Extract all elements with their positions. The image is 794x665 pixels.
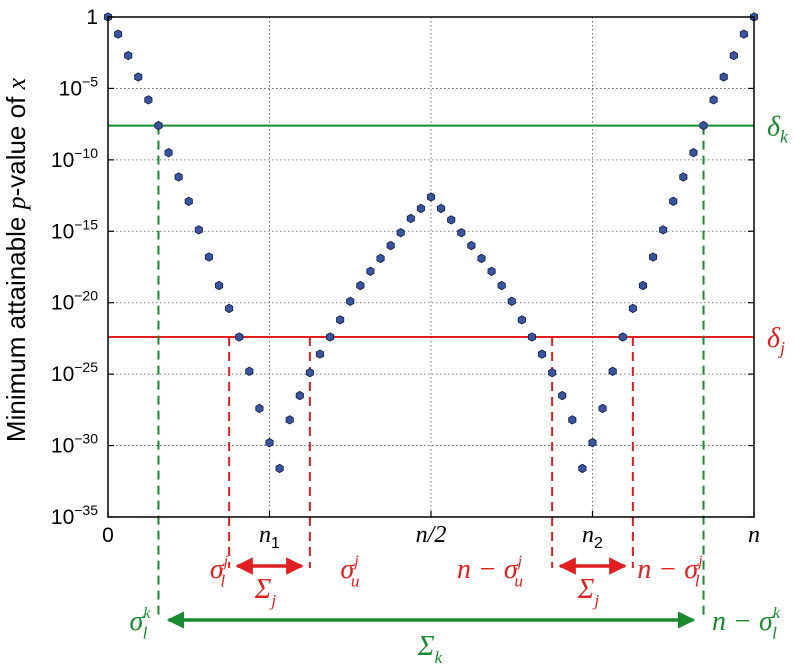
- data-point: [416, 203, 425, 214]
- data-point: [326, 332, 335, 342]
- threshold-lines: [108, 124, 754, 338]
- x-tick-label: 0: [102, 524, 114, 547]
- data-point: [114, 29, 123, 39]
- data-point: [426, 192, 436, 202]
- data-point: [588, 438, 597, 448]
- data-point: [679, 172, 688, 182]
- data-point: [689, 148, 698, 158]
- delta_j-label: δj: [767, 323, 785, 358]
- data-point: [305, 368, 314, 378]
- data-point: [366, 266, 375, 276]
- data-point: [659, 225, 668, 235]
- data-point: [204, 252, 213, 262]
- data-point: [265, 438, 274, 448]
- data-point: [507, 296, 516, 306]
- data-point: [537, 349, 547, 359]
- data-point: [578, 463, 587, 474]
- data-point: [437, 203, 446, 214]
- y-tick-label: 10−20: [51, 288, 98, 315]
- sigma-l-j-label: σj l: [210, 552, 229, 590]
- data-point: [719, 72, 728, 82]
- x-tick-label: n1: [259, 522, 280, 552]
- Sigma-j-left-label: Σj: [254, 574, 277, 610]
- Sigma-j-right-label: Σj: [577, 574, 600, 610]
- data-point: [295, 390, 304, 401]
- x-tick-label: n: [748, 522, 760, 548]
- data-point: [558, 390, 567, 401]
- data-point: [548, 368, 557, 378]
- data-point: [447, 215, 456, 225]
- data-point: [336, 315, 345, 325]
- range-arrows: [166, 557, 696, 629]
- y-tick-label: 10−15: [51, 216, 98, 243]
- axis-ticks: 1 10−5 10−10 10−15 10−20 10−25 10−30 10−350 n1 n/…: [51, 6, 760, 552]
- data-point: [225, 303, 234, 314]
- data-point: [144, 95, 153, 105]
- data-point: [184, 196, 193, 206]
- data-point: [628, 303, 637, 314]
- data-point: [699, 120, 708, 131]
- grid: [108, 17, 754, 517]
- y-tick-label: 10−5: [59, 73, 99, 100]
- data-point: [356, 280, 365, 291]
- data-point: [214, 280, 224, 291]
- data-point: [487, 266, 496, 276]
- data-point: [649, 252, 658, 262]
- data-point: [194, 225, 203, 235]
- y-tick-label: 10−10: [51, 145, 98, 172]
- data-point: [406, 213, 415, 224]
- data-point: [134, 72, 143, 82]
- data-point: [618, 332, 627, 342]
- data-point: [275, 463, 284, 474]
- data-point: [386, 240, 395, 251]
- sigma-u-j-label: σj u: [340, 552, 359, 590]
- delta_k-label: δk: [767, 112, 789, 147]
- y-tick-label: 1: [86, 6, 98, 29]
- n-minus-sigma-u-j-label: n − σj u: [457, 552, 523, 590]
- Sigma-k-label: Σk: [417, 631, 443, 665]
- data-point: [124, 50, 133, 61]
- n-minus-sigma-l-j-label: n − σj l: [637, 552, 703, 590]
- data-point: [729, 50, 738, 61]
- y-tick-label: 10−30: [51, 431, 98, 458]
- y-tick-label: 10−25: [51, 359, 98, 386]
- data-point: [315, 349, 325, 359]
- data-point: [346, 296, 355, 306]
- sigma-l-k-label: σk l: [129, 604, 151, 642]
- data-point: [396, 228, 405, 238]
- data-point: [376, 253, 385, 264]
- data-point: [154, 120, 163, 131]
- data-point: [568, 415, 577, 425]
- n-minus-sigma-l-k-label: n − σk l: [712, 604, 781, 642]
- data-point: [638, 280, 648, 291]
- data-point: [477, 253, 486, 264]
- data-point: [497, 280, 506, 291]
- data-point: [517, 315, 526, 325]
- y-axis-title: Minimum attainable p-value of x: [1, 77, 31, 442]
- data-point: [235, 332, 244, 342]
- data-point: [669, 196, 678, 206]
- y-tick-label: 10−35: [51, 502, 98, 529]
- data-point: [739, 29, 748, 39]
- data-point: [709, 95, 718, 105]
- data-point: [467, 240, 476, 251]
- data-point: [457, 228, 466, 238]
- data-point: [255, 403, 264, 414]
- annotation-labels: σj l σj u n − σj u n − σj l Σj Σj σk l n − σk l Σk δk δj: [129, 112, 789, 665]
- x-tick-label: n2: [582, 522, 603, 552]
- data-point: [598, 403, 607, 414]
- data-point: [527, 332, 536, 342]
- x-tick-label: n/2: [416, 522, 447, 548]
- data-point: [174, 172, 183, 182]
- data-point: [164, 148, 173, 158]
- data-points: [103, 12, 759, 474]
- data-point: [245, 366, 254, 376]
- data-point: [608, 366, 617, 376]
- data-point: [285, 415, 294, 425]
